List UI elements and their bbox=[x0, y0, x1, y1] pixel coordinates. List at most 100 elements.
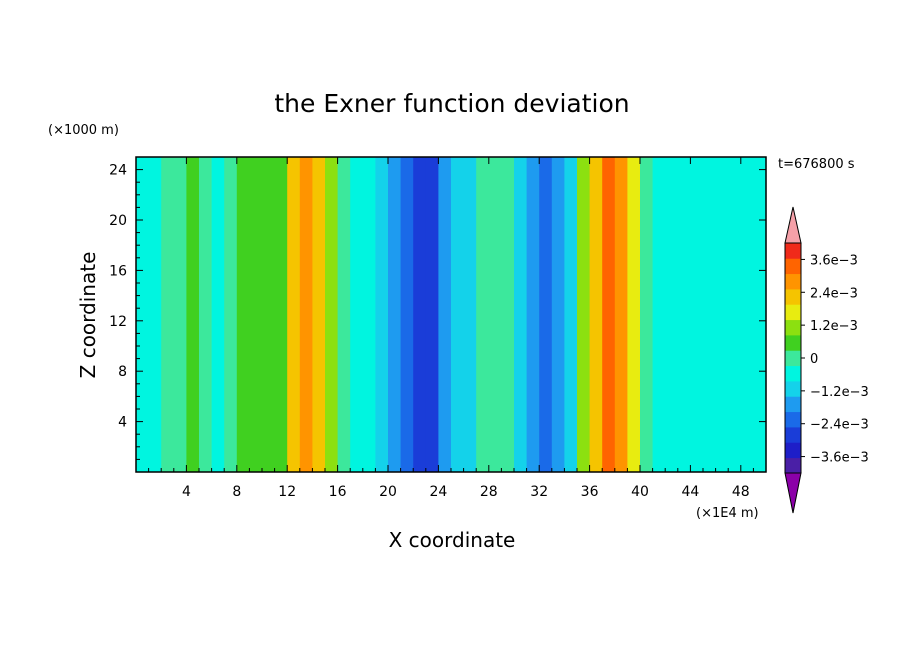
colorbar-bin bbox=[785, 335, 801, 351]
field-band bbox=[136, 157, 150, 472]
x-tick-label: 16 bbox=[329, 484, 347, 500]
field-band bbox=[186, 157, 200, 472]
field-band bbox=[715, 157, 729, 472]
colorbar-label: −3.6e−3 bbox=[810, 451, 869, 466]
y-tick-label: 12 bbox=[109, 314, 127, 330]
field-band bbox=[665, 157, 679, 472]
field-band bbox=[564, 157, 578, 472]
y-tick-label: 20 bbox=[109, 213, 127, 229]
field-band bbox=[262, 157, 276, 472]
colorbar-bin bbox=[785, 350, 801, 367]
colorbar-bin bbox=[785, 273, 801, 290]
x-tick-label: 32 bbox=[530, 484, 548, 500]
x-axis-ticks: 4 8 12 16 20 24 28 32 36 40 44 48 bbox=[148, 157, 754, 500]
field-band bbox=[614, 157, 628, 472]
field-band bbox=[451, 157, 465, 472]
field-band bbox=[740, 157, 754, 472]
colorbar-extend-high bbox=[784, 206, 802, 244]
y-tick-label: 24 bbox=[109, 163, 127, 179]
colorbar-bin bbox=[785, 442, 801, 459]
x-tick-label: 24 bbox=[429, 484, 447, 500]
x-tick-label: 40 bbox=[631, 484, 649, 500]
field-band bbox=[299, 157, 313, 472]
y-tick-label: 4 bbox=[118, 415, 127, 431]
field-band bbox=[652, 157, 666, 472]
y-axis-unit: (×1000 m) bbox=[48, 123, 119, 138]
y-tick-label: 16 bbox=[109, 263, 127, 279]
x-tick-label: 20 bbox=[379, 484, 397, 500]
field-band bbox=[728, 157, 742, 472]
field-band bbox=[602, 157, 616, 472]
field-band bbox=[325, 157, 339, 472]
field-band bbox=[148, 157, 162, 472]
field-band bbox=[350, 157, 364, 472]
field-band bbox=[577, 157, 591, 472]
field-band bbox=[690, 157, 704, 472]
colorbar-label: 1.2e−3 bbox=[810, 319, 858, 334]
x-tick-label: 48 bbox=[732, 484, 750, 500]
colorbar-label: 3.6e−3 bbox=[810, 253, 858, 268]
field-band bbox=[425, 157, 439, 472]
field-band bbox=[224, 157, 238, 472]
colorbar-label: 2.4e−3 bbox=[810, 286, 858, 301]
field-band bbox=[551, 157, 565, 472]
colorbar-label: −2.4e−3 bbox=[810, 418, 869, 433]
colorbar-extend-low bbox=[784, 472, 802, 514]
field-band bbox=[589, 157, 603, 472]
field-band bbox=[753, 157, 767, 472]
colorbar-bin bbox=[785, 289, 801, 305]
field-band bbox=[463, 157, 477, 472]
field-band bbox=[413, 157, 427, 472]
field-band bbox=[703, 157, 717, 472]
field-band bbox=[312, 157, 326, 472]
colorbar-bin bbox=[785, 396, 801, 413]
colorbar: 3.6e−3 2.4e−3 1.2e−3 0 −1.2e−3 −2.4e−3 −3.6e−3 bbox=[784, 206, 869, 514]
plot-area bbox=[136, 157, 767, 472]
field-band bbox=[249, 157, 263, 472]
field-band bbox=[388, 157, 402, 472]
field-band bbox=[627, 157, 641, 472]
field-band bbox=[476, 157, 490, 472]
field-band bbox=[274, 157, 288, 472]
field-band bbox=[400, 157, 414, 472]
field-band bbox=[173, 157, 187, 472]
field-band bbox=[211, 157, 225, 472]
field-band bbox=[501, 157, 515, 472]
x-axis-label: X coordinate bbox=[389, 528, 516, 552]
field-band bbox=[640, 157, 654, 472]
x-tick-label: 44 bbox=[681, 484, 699, 500]
field-band bbox=[362, 157, 376, 472]
colorbar-label: −1.2e−3 bbox=[810, 385, 869, 400]
field-band bbox=[375, 157, 389, 472]
y-axis-label: Z coordinate bbox=[76, 252, 100, 379]
colorbar-bin bbox=[785, 411, 801, 428]
colorbar-label: 0 bbox=[810, 352, 818, 367]
x-tick-label: 8 bbox=[232, 484, 241, 500]
time-label: t=676800 s bbox=[778, 157, 855, 172]
y-tick-label: 8 bbox=[118, 364, 127, 380]
colorbar-bin bbox=[785, 381, 801, 397]
colorbar-bin bbox=[785, 457, 801, 474]
x-tick-label: 36 bbox=[581, 484, 599, 500]
x-axis-unit: (×1E4 m) bbox=[696, 506, 759, 521]
x-tick-label: 28 bbox=[480, 484, 498, 500]
colorbar-bin bbox=[785, 258, 801, 275]
field-band bbox=[236, 157, 250, 472]
chart-title: the Exner function deviation bbox=[274, 89, 629, 118]
colorbar-bin bbox=[785, 427, 801, 443]
colorbar-bin bbox=[785, 365, 801, 382]
field-band bbox=[514, 157, 528, 472]
field-band bbox=[161, 157, 175, 472]
colorbar-bin bbox=[785, 319, 801, 336]
field-band bbox=[337, 157, 351, 472]
field-band bbox=[539, 157, 553, 472]
x-tick-label: 12 bbox=[278, 484, 296, 500]
x-tick-label: 4 bbox=[182, 484, 191, 500]
field-band bbox=[526, 157, 540, 472]
y-axis-ticks: 4 8 12 16 20 24 bbox=[109, 163, 766, 460]
colorbar-bin bbox=[785, 243, 801, 259]
field-band bbox=[287, 157, 301, 472]
field-band bbox=[677, 157, 691, 472]
colorbar-bin bbox=[785, 304, 801, 321]
